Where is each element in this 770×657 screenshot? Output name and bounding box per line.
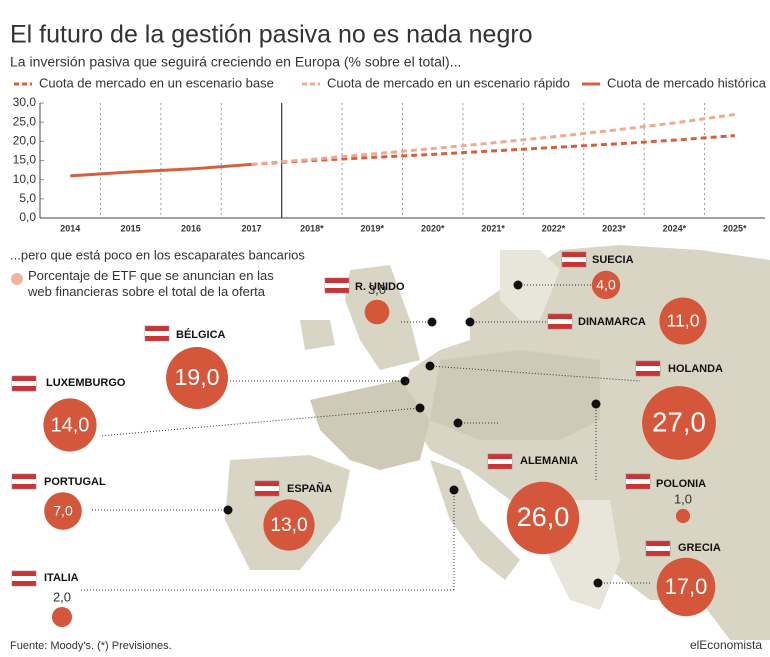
value-label: 1,0 (674, 491, 692, 506)
map-dot (427, 317, 437, 327)
bubble (51, 606, 73, 628)
flag-stripe (325, 283, 349, 288)
map-land (430, 350, 600, 440)
bubble (166, 347, 228, 409)
brand: elEconomista (690, 638, 762, 652)
flag-stripe (12, 576, 36, 581)
country-name: GRECIA (678, 542, 721, 554)
bubble (656, 557, 716, 617)
series-line (70, 162, 252, 178)
value-label: 19,0 (174, 364, 219, 390)
country-name: DINAMARCA (578, 316, 646, 328)
map-dot (465, 317, 475, 327)
value-label: 2,0 (53, 589, 71, 604)
value-label: 13,0 (270, 515, 307, 536)
flag-stripe (145, 331, 169, 336)
value-label: 3,0 (368, 282, 386, 297)
flag-stripe (626, 479, 650, 484)
bubble (364, 299, 390, 325)
x-tick-label: 2016 (181, 223, 201, 233)
map-dot (591, 399, 601, 409)
legend-label: Porcentaje de ETF que se anuncian en las… (28, 268, 274, 299)
x-tick-label: 2025* (723, 223, 747, 233)
legend-label: Cuota de mercado en un escenario rápido (327, 75, 570, 90)
value-label: 27,0 (652, 406, 706, 437)
flag-stripe (646, 546, 670, 551)
bubble (591, 270, 621, 300)
country-name: ALEMANIA (520, 455, 578, 467)
x-tick-label: 2019* (361, 223, 385, 233)
map-dot (513, 280, 523, 290)
flag-stripe (12, 381, 36, 386)
bubble (675, 508, 691, 524)
map-dot (453, 418, 463, 428)
map-subtitle: ...pero que está poco en los escaparates… (10, 247, 305, 262)
country-name: ESPAÑA (287, 482, 332, 495)
flag-stripe (548, 319, 572, 324)
country-name: R. UNIDO (355, 281, 405, 293)
x-tick-label: 2018* (300, 223, 324, 233)
value-label: 7,0 (53, 503, 73, 519)
flag-stripe (488, 459, 512, 464)
flag-stripe (562, 257, 586, 262)
leader-line (99, 407, 421, 437)
x-tick-label: 2017 (241, 223, 261, 233)
x-tick-label: 2015 (121, 223, 141, 233)
x-tick-label: 2021* (481, 223, 505, 233)
map-dot (415, 403, 425, 413)
bubble (43, 398, 97, 452)
x-tick-label: 2020* (421, 223, 445, 233)
country-name: BÉLGICA (176, 328, 226, 341)
leader-line (429, 365, 641, 382)
map-land (300, 320, 335, 350)
title: El futuro de la gestión pasiva no es nad… (10, 21, 533, 49)
map-dot (449, 485, 459, 495)
series-line (251, 113, 735, 166)
bubble (506, 481, 580, 555)
y-tick-label: 30,0 (13, 95, 37, 109)
country-name: HOLANDA (668, 363, 723, 375)
legend-box: Porcentaje de ETF que se anuncian en las… (28, 268, 274, 299)
map-dot (425, 361, 435, 371)
map-dot (593, 578, 603, 588)
y-tick-label: 10,0 (13, 172, 37, 186)
y-tick-label: 25,0 (13, 114, 37, 128)
value-label: 17,0 (665, 574, 708, 599)
country-name: POLONIA (656, 478, 706, 490)
map-dot (400, 376, 410, 386)
flag-stripe (255, 486, 279, 491)
country-name: SUECIA (592, 254, 634, 266)
bubble (642, 386, 716, 460)
value-label: 26,0 (517, 501, 570, 532)
y-tick-label: 20,0 (13, 134, 37, 148)
legend-label: Cuota de mercado en un escenario base (39, 75, 274, 90)
country-name: ITALIA (44, 572, 79, 584)
country-name: PORTUGAL (44, 476, 106, 488)
x-tick-label: 2014 (60, 223, 80, 233)
bubble (263, 499, 315, 551)
series-line (251, 134, 735, 166)
y-tick-label: 5,0 (19, 191, 36, 205)
x-tick-label: 2022* (542, 223, 566, 233)
source: Fuente: Moody's. (*) Previsiones. (10, 640, 172, 652)
value-label: 14,0 (51, 414, 90, 436)
map-land (310, 380, 430, 470)
bubble (659, 297, 707, 345)
x-tick-label: 2024* (663, 223, 687, 233)
country-name: LUXEMBURGO (46, 377, 126, 389)
flag-stripe (12, 479, 36, 484)
x-tick-label: 2023* (602, 223, 626, 233)
legend-swatch (11, 273, 23, 285)
value-label: 4,0 (596, 277, 616, 293)
y-tick-label: 15,0 (13, 153, 37, 167)
legend-label: Cuota de mercado histórica (607, 75, 767, 90)
map-dot (223, 505, 233, 515)
bubble (44, 492, 82, 530)
subtitle: La inversión pasiva que seguirá creciend… (10, 54, 461, 70)
y-tick-label: 0,0 (19, 210, 36, 224)
value-label: 11,0 (666, 311, 699, 331)
flag-stripe (636, 366, 660, 371)
